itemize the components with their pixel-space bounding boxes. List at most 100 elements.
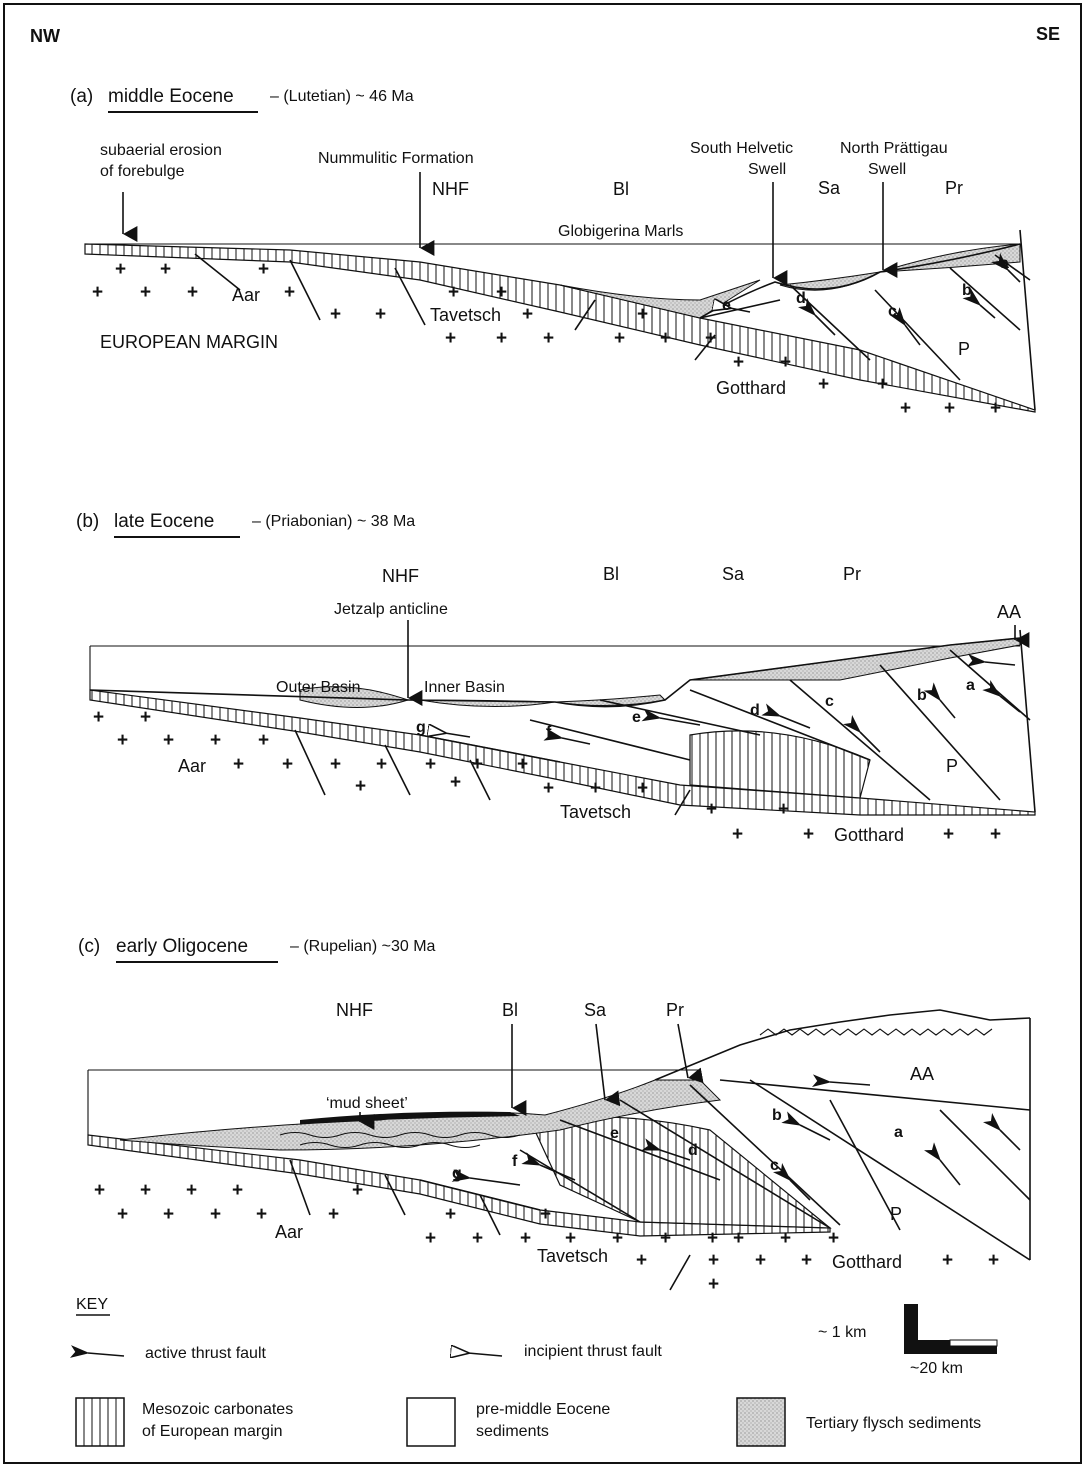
panel-c-subtitle: – (Rupelian) ~30 Ma (290, 938, 436, 955)
legend: KEY active thrust fault incipient thrust… (69, 1296, 998, 1447)
nhf-label-b: NHF (382, 566, 419, 586)
svg-text:+: + (330, 304, 341, 325)
normal-fault-c1 (289, 1159, 311, 1216)
thrust-c-b (789, 679, 931, 801)
bl-label-a: Bl (613, 179, 629, 199)
svg-text:+: + (706, 799, 717, 820)
svg-text:+: + (445, 328, 456, 349)
svg-text:+: + (708, 1250, 719, 1271)
svg-text:+: + (187, 282, 198, 303)
key-tertiary-label: Tertiary flysch sediments (806, 1415, 981, 1432)
aar-label-b: Aar (178, 756, 206, 776)
svg-text:+: + (425, 754, 436, 775)
thrust-label-f-b: f (546, 724, 552, 741)
se-label: SE (1036, 24, 1060, 44)
arrow-g-b (445, 733, 471, 738)
svg-text:+: + (94, 1180, 105, 1201)
svg-text:+: + (732, 824, 743, 845)
tavetsch-label-a: Tavetsch (430, 305, 501, 325)
svg-text:+: + (284, 282, 295, 303)
scale-horizontal-label: ~20 km (910, 1360, 963, 1377)
normal-fault-c3 (479, 1194, 501, 1236)
nummulitic-label: Nummulitic Formation (318, 150, 474, 167)
pr-label-b: Pr (843, 564, 861, 584)
normal-fault-a1 (194, 253, 241, 291)
basement-crosses-b: + + + + + + + + + + + + + + + + + + + + + + + + (93, 707, 1001, 845)
svg-text:+: + (117, 1204, 128, 1225)
svg-text:+: + (472, 1228, 483, 1249)
thrust-label-g-b: g (416, 719, 426, 736)
thrust-label-b-a: b (962, 282, 972, 299)
globigerina-label: Globigerina Marls (558, 223, 683, 240)
svg-text:+: + (256, 1204, 267, 1225)
european-margin-label: EUROPEAN MARGIN (100, 332, 278, 352)
gotthard-label-c: Gotthard (832, 1252, 902, 1272)
thrust-b-b (879, 664, 1001, 801)
nw-label: NW (30, 26, 60, 46)
svg-text:+: + (210, 730, 221, 751)
svg-text:+: + (352, 1180, 363, 1201)
svg-text:+: + (282, 754, 293, 775)
svg-text:+: + (733, 1228, 744, 1249)
aar-label-c: Aar (275, 1222, 303, 1242)
svg-text:+: + (707, 1228, 718, 1249)
arrow-f-c (521, 1152, 576, 1181)
flysch-a3 (879, 243, 1021, 273)
scale-bar-white (949, 1339, 998, 1347)
svg-text:+: + (540, 1204, 551, 1225)
normal-fault-a4 (574, 299, 596, 331)
thrust-f-b (529, 719, 691, 761)
svg-text:+: + (636, 1250, 647, 1271)
svg-text:+: + (590, 778, 601, 799)
svg-text:+: + (115, 259, 126, 280)
key-incipient-thrust-symbol (468, 1353, 503, 1356)
subaerial-label-1: subaerial erosion (100, 142, 222, 159)
thrust-label-g-c: g (452, 1165, 462, 1182)
svg-text:+: + (944, 398, 955, 419)
svg-text:+: + (828, 1228, 839, 1249)
thrust-g-b (419, 734, 561, 763)
north-prattigau-label-1: North Prättigau (840, 140, 948, 157)
arrow-c-a (889, 307, 921, 346)
svg-text:+: + (543, 328, 554, 349)
svg-text:+: + (233, 754, 244, 775)
key-mesozoic-swatch (75, 1397, 125, 1447)
key-premiddle-label-1: pre-middle Eocene (476, 1401, 610, 1418)
normal-fault-c4 (669, 1254, 691, 1291)
svg-text:+: + (801, 1250, 812, 1271)
arrow-b-b (923, 682, 956, 719)
arrow-d-c (641, 1138, 691, 1161)
svg-text:+: + (163, 730, 174, 751)
arrow-e-b (641, 708, 701, 726)
mud-fold-1 (279, 1131, 521, 1139)
panel-b-prefix: (b) (76, 511, 99, 532)
svg-text:+: + (472, 754, 483, 775)
thrust-label-f-c: f (512, 1153, 518, 1170)
nhf-label-c: NHF (336, 1000, 373, 1020)
svg-text:+: + (425, 1228, 436, 1249)
svg-text:+: + (445, 1204, 456, 1225)
thrust-label-d-c: d (688, 1142, 698, 1159)
svg-text:+: + (705, 328, 716, 349)
thrust-label-c-c: c (770, 1157, 779, 1174)
svg-text:+: + (160, 259, 171, 280)
aar-label-a: Aar (232, 285, 260, 305)
thrust-label-c-a: c (888, 303, 897, 320)
right-edge-a (1019, 229, 1036, 411)
svg-text:+: + (565, 1228, 576, 1249)
sa-label-a: Sa (818, 178, 841, 198)
svg-text:+: + (990, 824, 1001, 845)
orogen-ridge-c (759, 1028, 993, 1036)
panel-c-prefix: (c) (78, 936, 100, 957)
gotthard-label-b: Gotthard (834, 825, 904, 845)
svg-text:+: + (258, 259, 269, 280)
svg-text:+: + (450, 772, 461, 793)
mud-sheet-label: ‘mud sheet’ (326, 1095, 408, 1112)
basement-crosses-c: + + + + + + + + + + + + + + + + + + + + + + + + + + + + + (94, 1180, 999, 1295)
svg-text:+: + (140, 282, 151, 303)
svg-text:+: + (140, 707, 151, 728)
aa-label-b: AA (997, 602, 1021, 622)
arrow-e-a (730, 308, 751, 313)
jetzalp-label: Jetzalp anticline (334, 601, 448, 618)
svg-text:+: + (328, 1204, 339, 1225)
